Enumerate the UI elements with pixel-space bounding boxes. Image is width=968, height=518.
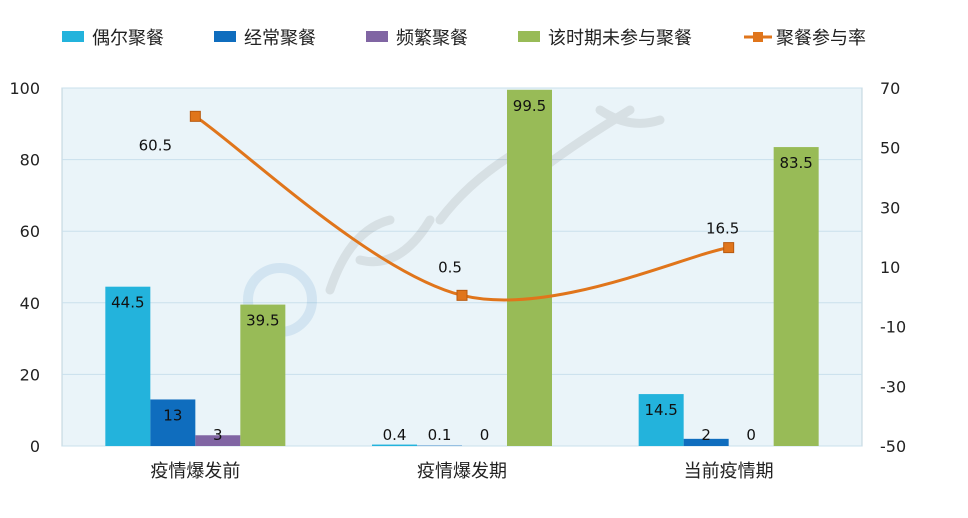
category-label: 当前疫情期: [684, 461, 774, 482]
bar-value-label: 0.4: [383, 426, 407, 444]
line-point-marker: [456, 289, 468, 301]
right-axis-tick-label: 10: [880, 258, 900, 277]
legend-label: 聚餐参与率: [776, 28, 866, 49]
left-axis-tick-label: 100: [9, 79, 40, 98]
legend-marker: [753, 32, 763, 42]
bar-series-4: [507, 89, 552, 446]
right-axis-tick-label: 70: [880, 79, 900, 98]
bar-series-1: [372, 444, 417, 446]
bar-series-4: [773, 147, 819, 446]
bar-value-label: 0.1: [428, 426, 452, 444]
bar-data-labels: 44.5 13 3 39.5 0.4 0.1 0 99.5 14.5 2 0 83.5: [111, 97, 813, 444]
bar-value-label: 3: [213, 426, 223, 444]
line-point-marker: [189, 110, 201, 122]
right-axis-tick-label: -30: [880, 377, 906, 396]
category-label: 疫情爆发前: [150, 461, 240, 482]
left-axis-tick-label: 0: [30, 437, 40, 456]
bar-value-label: 2: [701, 426, 711, 444]
bar-value-label: 0: [480, 426, 490, 444]
category-axis-labels: 疫情爆发前 疫情爆发期 当前疫情期: [150, 461, 773, 482]
left-axis-tick-label: 60: [20, 222, 40, 241]
plot-background: [61, 87, 863, 447]
bar-series-4: [240, 304, 286, 446]
bar-series-1: [638, 394, 684, 446]
left-axis-tick-label: 40: [20, 294, 40, 313]
legend-swatch: [214, 31, 236, 42]
rate-line: 60.5 0.5 16.5: [139, 110, 739, 302]
right-axis-ticks: -50 -30 -10 10 30 50 70: [880, 79, 906, 456]
legend: 偶尔聚餐 经常聚餐 频繁聚餐 该时期未参与聚餐 聚餐参与率: [62, 28, 866, 49]
bar-series-2: [150, 399, 196, 446]
line-value-label: 60.5: [139, 136, 172, 154]
right-axis-tick-label: -50: [880, 437, 906, 456]
legend-label: 该时期未参与聚餐: [548, 28, 692, 49]
bar-value-label: 39.5: [246, 312, 279, 330]
left-axis-tick-label: 20: [20, 365, 40, 384]
legend-label: 频繁聚餐: [396, 28, 468, 49]
bar-value-label: 99.5: [513, 97, 546, 115]
right-axis-tick-label: -10: [880, 318, 906, 337]
legend-swatch: [366, 31, 388, 42]
line-value-label: 0.5: [438, 258, 462, 276]
category-label: 疫情爆发期: [417, 461, 507, 482]
bar-value-label: 0: [746, 426, 756, 444]
bar-value-label: 44.5: [111, 294, 144, 312]
right-axis-tick-label: 30: [880, 198, 900, 217]
bar-value-label: 13: [163, 406, 182, 424]
line-point-marker: [723, 242, 735, 254]
bar-series-3: [195, 435, 241, 446]
left-axis-tick-label: 80: [20, 151, 40, 170]
right-axis-tick-label: 50: [880, 139, 900, 158]
legend-swatch: [62, 31, 84, 42]
left-axis-ticks: 0 20 40 60 80 100: [9, 79, 40, 456]
bar-series-2: [683, 438, 729, 446]
bar-value-label: 83.5: [779, 154, 812, 172]
legend-swatch: [518, 31, 540, 42]
legend-label: 经常聚餐: [244, 28, 316, 49]
legend-label: 偶尔聚餐: [92, 28, 164, 49]
bars: [105, 89, 819, 446]
line-value-label: 16.5: [706, 220, 739, 238]
bar-value-label: 14.5: [644, 401, 677, 419]
bar-series-1: [105, 286, 151, 446]
